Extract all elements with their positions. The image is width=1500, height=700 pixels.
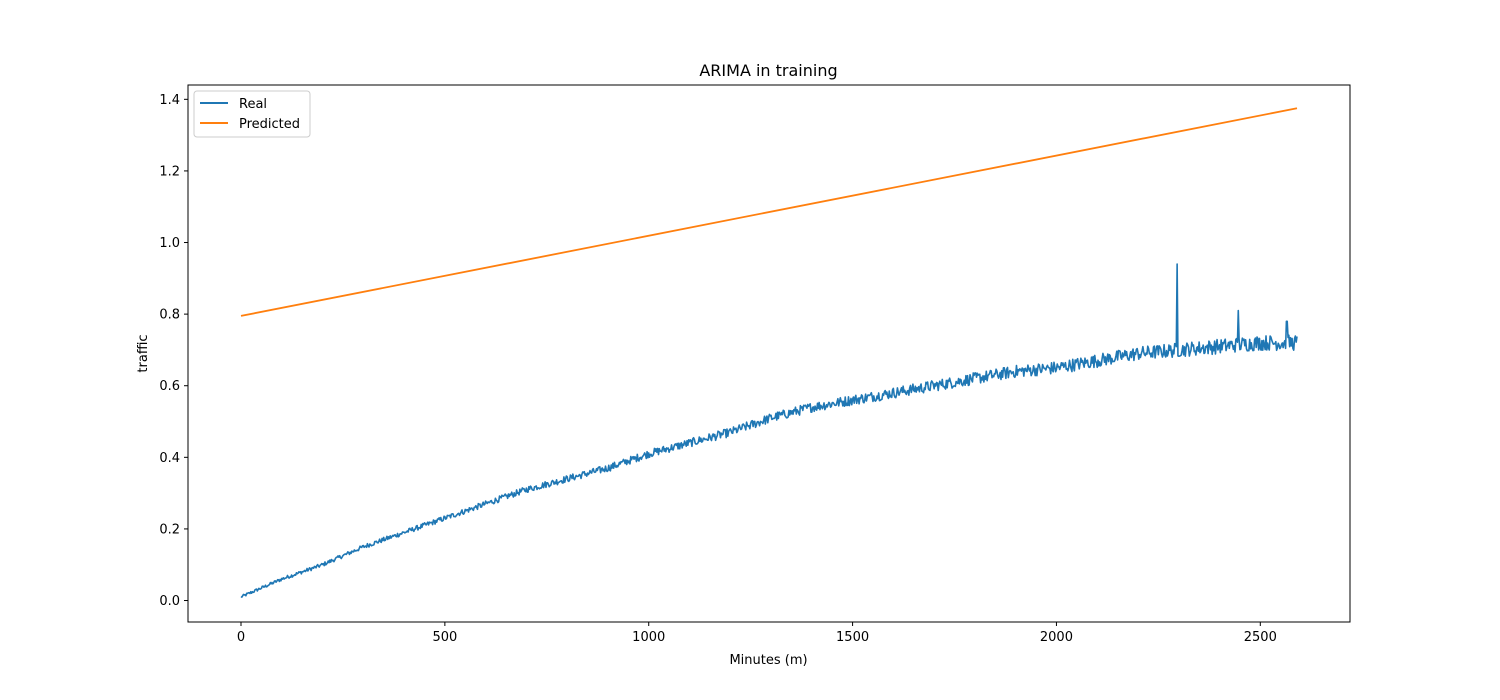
x-tick-label: 1000 [632, 630, 665, 645]
series-line-real [240, 263, 1298, 598]
y-tick-label: 0.2 [159, 522, 180, 537]
series-line-predicted [240, 107, 1298, 317]
series-layer [240, 107, 1298, 598]
y-tick-label: 0.8 [159, 308, 180, 323]
plot-area [187, 84, 1351, 623]
y-tick-label: 0.0 [159, 594, 180, 609]
x-tick-label: 2500 [1244, 630, 1277, 645]
x-tick-label: 1500 [836, 630, 869, 645]
x-tick-label: 2000 [1040, 630, 1073, 645]
x-tick-label: 500 [432, 630, 457, 645]
y-axis-label: traffic [136, 334, 151, 372]
legend-label-real: Real [239, 97, 267, 112]
legend-label-predicted: Predicted [239, 117, 300, 132]
y-tick-label: 1.4 [159, 93, 180, 108]
chart-title: ARIMA in training [699, 61, 837, 80]
x-axis: 0 500 1000 1500 2000 2500 [237, 622, 1277, 645]
y-axis: 0.0 0.2 0.4 0.6 0.8 1.0 1.2 1.4 [159, 93, 188, 609]
y-tick-label: 0.4 [159, 451, 180, 466]
x-axis-label: Minutes (m) [729, 653, 807, 668]
y-tick-label: 1.2 [159, 164, 180, 179]
y-tick-label: 1.0 [159, 236, 180, 251]
x-tick-label: 0 [237, 630, 245, 645]
plot-frame [187, 84, 1351, 623]
y-tick-label: 0.6 [159, 379, 180, 394]
legend: Real Predicted [193, 90, 311, 138]
